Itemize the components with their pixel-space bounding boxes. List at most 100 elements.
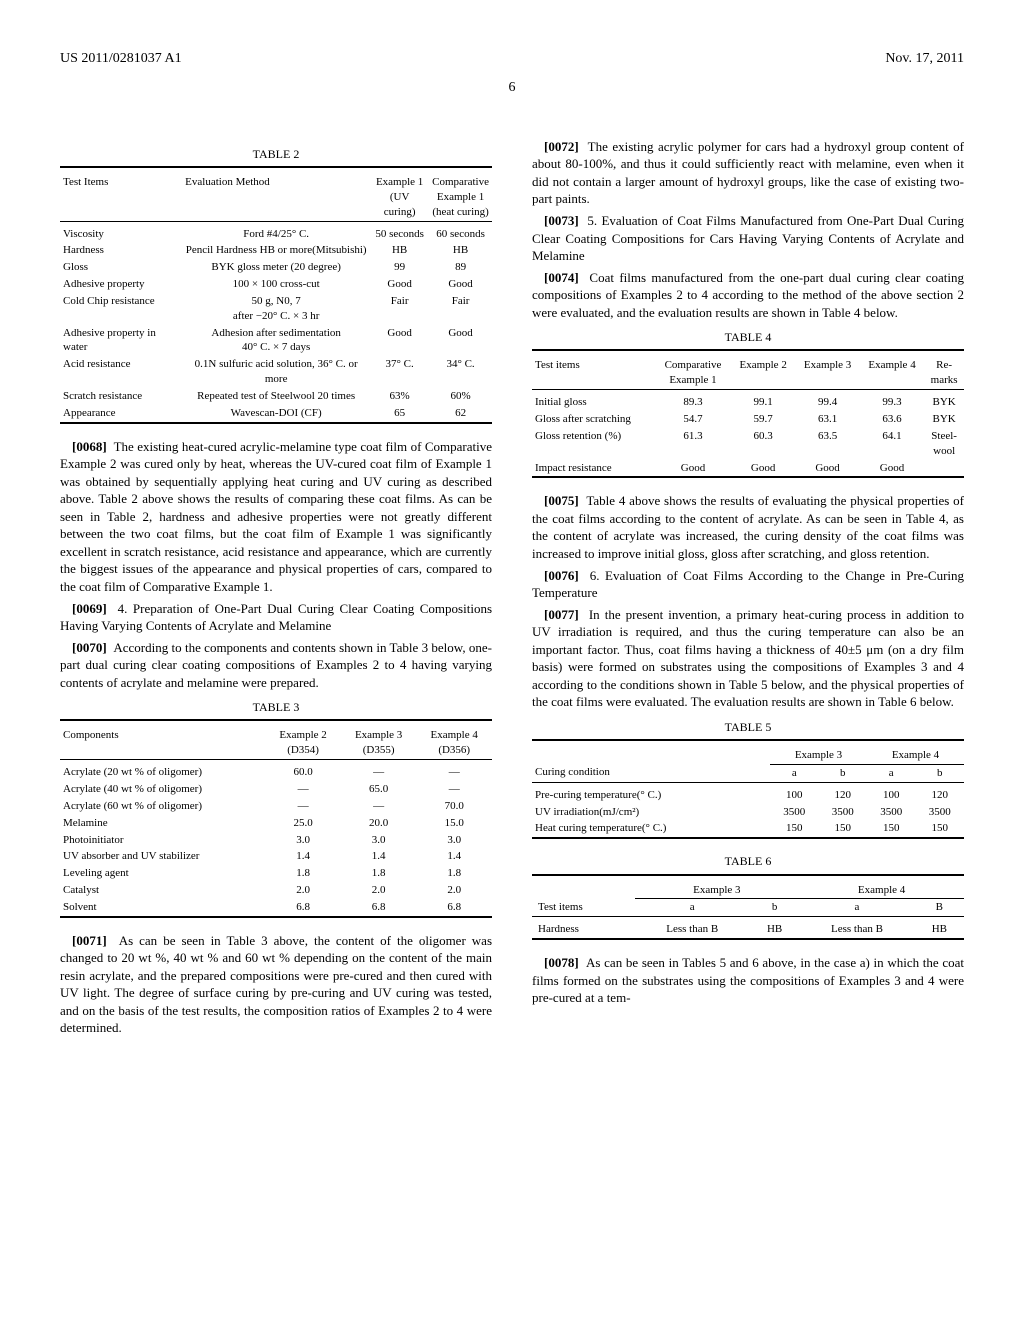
table4-h6: Re- marks	[924, 357, 964, 389]
table-cell: 2.0	[416, 882, 492, 899]
table-cell: 63.5	[795, 428, 859, 460]
table-cell: 70.0	[416, 798, 492, 815]
table-cell: 65	[370, 405, 429, 423]
p0073-num: [0073]	[544, 213, 579, 228]
table-cell: BYK	[924, 411, 964, 428]
table6-h2-3: b	[750, 899, 799, 917]
table5-h2-2: a	[770, 764, 818, 782]
table-cell: Gloss	[60, 259, 182, 276]
table2-label: TABLE 2	[60, 146, 492, 162]
table-cell: 150	[915, 820, 964, 838]
p0071-num: [0071]	[72, 933, 107, 948]
table-cell: Good	[429, 325, 492, 357]
table-row: Scratch resistanceRepeated test of Steel…	[60, 388, 492, 405]
p0076-text: 6. Evaluation of Coat Films According to…	[532, 568, 964, 601]
table-cell: 60 seconds	[429, 226, 492, 243]
table5-h2-1: Curing condition	[532, 764, 770, 782]
table5-h2-3: b	[819, 764, 867, 782]
page-header: US 2011/0281037 A1 Nov. 17, 2011	[60, 50, 964, 69]
doc-id: US 2011/0281037 A1	[60, 50, 182, 69]
table-3: Components Example 2 (D354) Example 3 (D…	[60, 719, 492, 919]
table-row: Acrylate (40 wt % of oligomer)—65.0—	[60, 781, 492, 798]
table-cell: Less than B	[799, 921, 914, 939]
table-cell: 63.6	[860, 411, 924, 428]
table-cell: Good	[655, 460, 731, 478]
table-cell: 100	[770, 787, 818, 804]
table-cell: —	[341, 764, 417, 781]
table-cell	[924, 460, 964, 478]
table-cell: Wavescan-DOI (CF)	[182, 405, 370, 423]
table-cell: HB	[370, 242, 429, 259]
table-cell: Fair	[429, 293, 492, 325]
table-cell: 54.7	[655, 411, 731, 428]
table2-h1: Test Items	[60, 174, 182, 221]
table-cell: 59.7	[731, 411, 795, 428]
page-number: 6	[60, 79, 964, 98]
table-cell: Acid resistance	[60, 356, 182, 388]
p0069-num: [0069]	[72, 601, 107, 616]
table-cell: 2.0	[341, 882, 417, 899]
para-0069: [0069] 4. Preparation of One-Part Dual C…	[60, 600, 492, 635]
table-row: Initial gloss89.399.199.499.3BYK	[532, 394, 964, 411]
table-cell: Initial gloss	[532, 394, 655, 411]
table-cell: 3.0	[416, 832, 492, 849]
table-cell: Scratch resistance	[60, 388, 182, 405]
p0070-text: According to the components and contents…	[60, 640, 492, 690]
table-cell: Leveling agent	[60, 865, 265, 882]
p0071-text: As can be seen in Table 3 above, the con…	[60, 933, 492, 1036]
table4-h3: Example 2	[731, 357, 795, 389]
para-0071: [0071] As can be seen in Table 3 above, …	[60, 932, 492, 1037]
table-cell: 99.1	[731, 394, 795, 411]
table-cell: HB	[750, 921, 799, 939]
table-cell: —	[341, 798, 417, 815]
table-cell: 60.3	[731, 428, 795, 460]
table-cell: Hardness	[532, 921, 635, 939]
p0074-text: Coat films manufactured from the one-par…	[532, 270, 964, 320]
table-cell: Catalyst	[60, 882, 265, 899]
p0072-num: [0072]	[544, 139, 579, 154]
table-cell: Cold Chip resistance	[60, 293, 182, 325]
table-row: GlossBYK gloss meter (20 degree)9989	[60, 259, 492, 276]
right-column: [0072] The existing acrylic polymer for …	[532, 138, 964, 1041]
table-6: Example 3 Example 4 Test items a b a B H…	[532, 874, 964, 943]
table-row: Melamine25.020.015.0	[60, 815, 492, 832]
table3-h3: Example 3 (D355)	[341, 727, 417, 759]
table4-h4: Example 3	[795, 357, 859, 389]
table-cell: Pencil Hardness HB or more(Mitsubishi)	[182, 242, 370, 259]
table6-h2-2: a	[635, 899, 750, 917]
table-cell: 63%	[370, 388, 429, 405]
table-cell: Adhesion after sedimentation 40° C. × 7 …	[182, 325, 370, 357]
table4-h1: Test items	[532, 357, 655, 389]
table-cell: 89	[429, 259, 492, 276]
table-row: HardnessLess than BHBLess than BHB	[532, 921, 964, 939]
table-row: Acrylate (20 wt % of oligomer)60.0——	[60, 764, 492, 781]
p0075-num: [0075]	[544, 493, 579, 508]
table6-h1-3: Example 4	[799, 882, 964, 899]
table5-h2-4: a	[867, 764, 915, 782]
table-cell: Good	[370, 276, 429, 293]
table6-h2-4: a	[799, 899, 914, 917]
table-cell: 6.8	[416, 899, 492, 917]
para-0073: [0073] 5. Evaluation of Coat Films Manuf…	[532, 212, 964, 265]
p0070-num: [0070]	[72, 640, 107, 655]
p0074-num: [0074]	[544, 270, 579, 285]
table-cell: Acrylate (20 wt % of oligomer)	[60, 764, 265, 781]
table-row: ViscosityFord #4/25° C.50 seconds60 seco…	[60, 226, 492, 243]
table-cell: Good	[731, 460, 795, 478]
table-cell: Melamine	[60, 815, 265, 832]
p0078-text: As can be seen in Tables 5 and 6 above, …	[532, 955, 964, 1005]
table-cell: 3500	[819, 804, 867, 821]
table-cell: 1.8	[265, 865, 341, 882]
table-cell: 3500	[915, 804, 964, 821]
p0075-text: Table 4 above shows the results of evalu…	[532, 493, 964, 561]
p0077-num: [0077]	[544, 607, 579, 622]
table-row: Adhesive property100 × 100 cross-cutGood…	[60, 276, 492, 293]
table-row: AppearanceWavescan-DOI (CF)6562	[60, 405, 492, 423]
table-cell: Acrylate (60 wt % of oligomer)	[60, 798, 265, 815]
table-cell: Good	[860, 460, 924, 478]
table6-label: TABLE 6	[532, 853, 964, 869]
table-cell: HB	[429, 242, 492, 259]
p0072-text: The existing acrylic polymer for cars ha…	[532, 139, 964, 207]
table-cell: 1.8	[341, 865, 417, 882]
left-column: TABLE 2 Test Items Evaluation Method Exa…	[60, 138, 492, 1041]
